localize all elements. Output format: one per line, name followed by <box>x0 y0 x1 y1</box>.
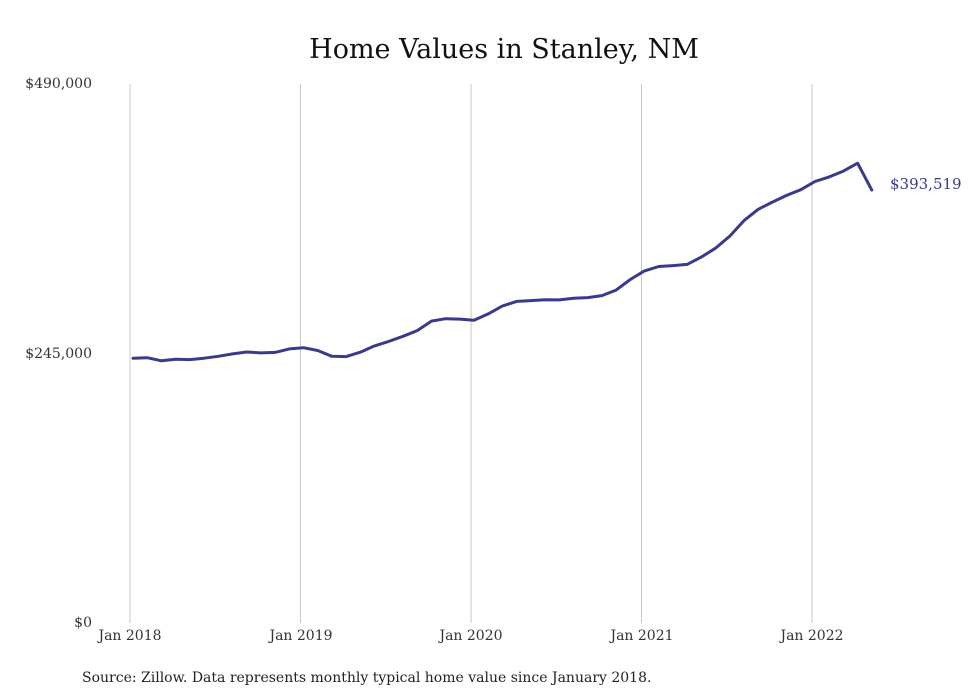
y-tick-label-490000: $490,000 <box>25 76 92 92</box>
y-tick-label-245000: $245,000 <box>25 346 92 362</box>
series-line-home-values <box>131 161 874 363</box>
chart-title: Home Values in Stanley, NM <box>309 34 699 65</box>
x-tick-label-2021: Jan 2021 <box>608 628 673 644</box>
x-tick-label-2018: Jan 2018 <box>96 628 161 644</box>
x-axis-ticks: Jan 2018 Jan 2019 Jan 2020 Jan 2021 Jan … <box>96 628 843 644</box>
x-tick-label-2019: Jan 2019 <box>267 628 332 644</box>
end-value-label: $393,519 <box>890 175 962 193</box>
grid-lines <box>129 84 813 623</box>
x-tick-label-2022: Jan 2022 <box>778 628 843 644</box>
y-tick-label-0: $0 <box>74 615 92 631</box>
x-tick-label-2020: Jan 2020 <box>437 628 502 644</box>
y-axis-ticks: $0 $245,000 $490,000 <box>25 76 92 631</box>
source-note: Source: Zillow. Data represents monthly … <box>82 670 651 686</box>
